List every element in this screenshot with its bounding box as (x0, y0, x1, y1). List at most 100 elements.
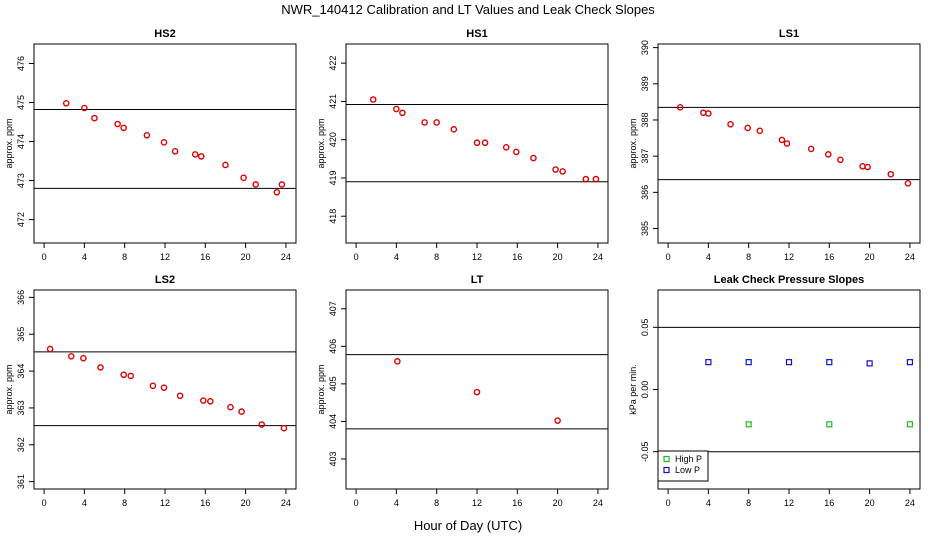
y-tick-label: 387 (640, 149, 650, 164)
x-tick-label: 8 (746, 498, 751, 508)
x-tick-label: 0 (42, 498, 47, 508)
x-tick-label: 16 (512, 252, 522, 262)
data-point (258, 421, 266, 428)
panel-title: LS2 (155, 274, 175, 286)
data-point (273, 188, 281, 196)
data-point (278, 181, 286, 188)
y-tick-label: -0.05 (640, 441, 650, 462)
data-point (421, 119, 428, 126)
y-tick-label: 361 (16, 474, 26, 489)
y-tick-label: 363 (16, 400, 26, 415)
data-point (160, 384, 168, 391)
panel-title: Leak Check Pressure Slopes (714, 274, 864, 286)
panel-title: HS1 (466, 28, 487, 40)
y-tick-label: 472 (16, 212, 26, 227)
data-point (227, 403, 234, 411)
x-tick-label: 16 (200, 252, 210, 262)
data-point (127, 372, 135, 380)
data-point (62, 100, 70, 107)
y-tick-label: 476 (16, 56, 26, 71)
panel-2: HS1 0 4 8 12 16 20 24 418 419 420 421 422 approx. ppm (316, 28, 609, 262)
data-point (825, 151, 832, 158)
data-point (705, 110, 712, 117)
x-axis-title: Hour of Day (UTC) (413, 518, 523, 533)
y-tick-label: 474 (16, 134, 26, 149)
data-point (582, 175, 590, 183)
x-tick-label: 0 (354, 252, 359, 262)
data-point (171, 148, 179, 155)
panel-title: LS1 (779, 28, 799, 40)
x-tick-label: 8 (434, 498, 439, 508)
x-tick-label: 24 (593, 252, 603, 262)
data-point (727, 121, 734, 128)
y-tick-label: 364 (16, 364, 26, 379)
x-tick-label: 12 (472, 498, 482, 508)
low-p-point (745, 359, 752, 366)
data-point (197, 153, 205, 160)
x-tick-label: 0 (666, 498, 671, 508)
x-tick-label: 8 (122, 498, 127, 508)
data-point (837, 156, 844, 164)
data-point (530, 154, 537, 162)
data-point (394, 358, 401, 365)
y-tick-label: 388 (640, 112, 650, 127)
data-point (91, 114, 98, 122)
data-point (114, 120, 121, 128)
y-tick-label: 419 (328, 170, 338, 185)
data-point (120, 371, 127, 379)
x-tick-label: 12 (472, 252, 482, 262)
data-point (238, 408, 245, 415)
data-point (280, 424, 288, 432)
data-point (199, 397, 207, 404)
data-point (473, 139, 481, 147)
low-p-point (785, 359, 793, 366)
data-point (97, 364, 104, 371)
data-point (552, 166, 559, 173)
high-p-point (906, 421, 914, 428)
x-tick-label: 16 (824, 498, 834, 508)
high-p-point (745, 421, 752, 428)
y-tick-label: 421 (328, 94, 338, 109)
x-tick-label: 20 (865, 252, 875, 262)
data-point (481, 139, 489, 147)
x-tick-label: 20 (865, 498, 875, 508)
panel-title: LT (471, 274, 484, 286)
x-tick-label: 4 (394, 498, 399, 508)
legend-marker (663, 455, 670, 463)
data-point (778, 136, 786, 144)
panel-5: LT 0 4 8 12 16 20 24 403 404 405 406 407 approx. ppm (316, 274, 609, 508)
data-point (46, 345, 54, 353)
data-point (120, 124, 127, 132)
y-tick-label: 385 (640, 221, 650, 236)
data-point (191, 151, 199, 158)
panel-1: HS2 0 4 8 12 16 20 24 472 473 474 475 476 approx. ppm (4, 28, 297, 262)
low-p-point (866, 360, 873, 367)
x-tick-label: 8 (434, 252, 439, 262)
legend-label: Low P (675, 465, 700, 475)
x-tick-label: 24 (593, 498, 603, 508)
data-point (592, 175, 600, 183)
data-point (393, 105, 400, 113)
y-tick-label: 475 (16, 95, 26, 110)
y-tick-label: 0.00 (640, 381, 650, 399)
legend-marker (663, 466, 670, 474)
x-tick-label: 4 (706, 252, 711, 262)
x-tick-label: 12 (784, 498, 794, 508)
y-tick-label: 403 (328, 451, 338, 466)
data-point (80, 354, 87, 362)
data-point (450, 126, 458, 133)
data-point (554, 417, 561, 424)
data-point (502, 144, 510, 151)
y-axis-label: approx. ppm (316, 364, 326, 414)
data-point (149, 382, 157, 390)
y-axis-label: approx. ppm (4, 118, 14, 168)
y-tick-label: 418 (328, 209, 338, 224)
x-tick-label: 8 (122, 252, 127, 262)
x-tick-label: 20 (553, 252, 563, 262)
data-point (807, 145, 815, 153)
data-point (222, 161, 229, 169)
x-tick-label: 16 (512, 498, 522, 508)
x-tick-label: 0 (354, 498, 359, 508)
x-tick-label: 4 (82, 252, 87, 262)
